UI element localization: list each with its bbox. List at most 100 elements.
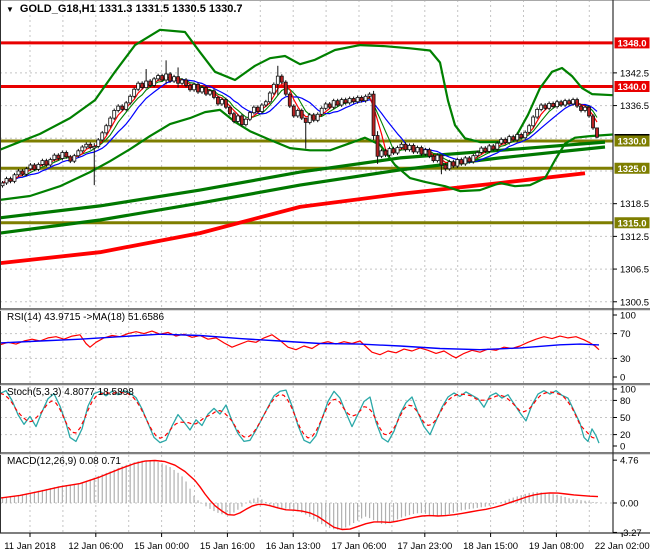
candle [92,146,97,149]
candle [255,106,260,112]
stoch-scale-label: 80 [620,396,631,407]
candle [587,106,591,117]
candle [347,98,352,104]
candle [212,90,216,98]
candle [172,76,176,82]
stoch-scale-label: 100 [620,385,636,396]
candle [188,85,192,91]
macd-scale-label: 4.76 [620,456,639,467]
candle [423,149,428,155]
candle [259,104,264,112]
price-level-badge-text: 1315.0 [618,218,647,229]
symbol-dropdown-icon[interactable]: ▼ [6,4,14,14]
candle [28,164,33,170]
chart-title: GOLD_G18,H1 1331.3 1331.5 1330.5 1330.7 [19,3,243,15]
candle [567,100,571,105]
candle [547,102,552,109]
candle [531,116,536,127]
candle [251,106,256,114]
candle [579,105,583,111]
candle [224,99,228,108]
time-axis-label: 17 Jan 23:00 [397,541,452,552]
candle [68,156,73,162]
macd-signal-line [0,459,599,531]
time-axis-label: 18 Jan 15:00 [463,541,518,552]
candle [491,145,496,150]
candle [279,75,284,83]
candle [447,161,452,170]
candle [367,93,372,97]
stoch-label: Stoch(5,3,3) 4.8077 18.5898 [7,387,134,398]
rsi-scale-label: 0 [620,373,625,384]
price-level-badge [614,217,650,229]
candle [511,136,516,141]
price-scale-label: 1306.5 [620,265,649,276]
candle [439,154,444,166]
candle [60,152,65,159]
time-axis-label: 12 Jan 06:00 [68,541,123,552]
time-axis-label: 19 Jan 08:00 [529,541,584,552]
candle [120,105,125,110]
candle [519,134,524,139]
candle [323,103,328,109]
candle [387,148,392,156]
candle [443,164,448,170]
rsi-ma-line [0,333,600,351]
candle [148,80,153,86]
ma-mid-blue [2,79,598,184]
candle [535,108,540,118]
candle [539,104,544,110]
candle [339,99,344,106]
candle [132,88,137,97]
candle [291,105,296,117]
time-axis[interactable] [0,533,650,560]
candle [327,103,332,108]
candle [72,155,77,162]
candle [479,147,484,153]
chart-title-bar: ▼ GOLD_G18,H1 1331.3 1331.5 1330.5 1330.… [6,3,243,15]
candle [563,100,567,106]
candle [451,161,456,167]
rsi-scale-label: 100 [620,311,636,322]
candle [156,75,161,80]
slow-ma-green-1 [0,140,606,220]
candle [295,110,300,117]
candle [475,152,480,157]
candle [315,113,320,121]
candle [507,136,512,144]
candle [543,104,548,109]
candle [383,150,388,156]
candle [116,105,121,111]
price-level-badge-text: 1348.0 [618,38,647,49]
price-scale-label: 1318.5 [620,199,649,210]
candle [591,115,595,129]
candle [204,87,208,95]
bollinger-lower-band [0,108,614,201]
candle [471,155,476,163]
candle [363,95,368,102]
candle [96,139,101,147]
candle [395,147,400,154]
candle [307,114,312,123]
candle [427,149,432,157]
candle [435,154,440,162]
candle [379,150,384,157]
candle [48,159,53,166]
candle [136,82,141,90]
price-level-badge [614,135,650,147]
price-axis[interactable] [613,0,650,533]
candle [267,92,272,103]
candle [583,106,587,111]
candle [20,170,25,175]
candle [399,143,404,148]
candle [299,110,304,119]
candle [403,143,408,151]
candle [152,78,157,86]
candle [164,73,168,81]
time-axis-label: 17 Jan 06:00 [332,541,387,552]
candle [359,97,364,102]
price-level-badge-text: 1340.0 [618,82,647,93]
